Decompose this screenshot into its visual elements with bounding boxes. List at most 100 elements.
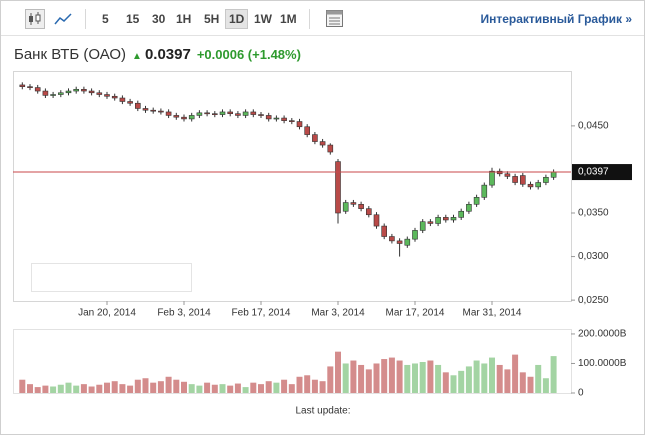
navigator — [31, 263, 192, 292]
volume-bar — [419, 362, 426, 393]
period-button[interactable]: 5 — [102, 12, 109, 26]
volume-bar — [288, 384, 295, 393]
line-icon[interactable] — [53, 9, 73, 29]
volume-bar — [327, 366, 334, 393]
y-tick-label: 0,0250 — [578, 295, 609, 306]
candle-body — [165, 111, 172, 116]
candle-body — [158, 110, 164, 113]
volume-bar — [442, 372, 449, 393]
period-button[interactable]: 1D — [225, 9, 249, 29]
volume-bar — [342, 363, 349, 393]
volume-bar — [435, 364, 442, 393]
last-price-label: 0,0397 — [578, 167, 609, 178]
volume-bar — [73, 385, 80, 393]
y-tick-label: 0,0300 — [578, 251, 609, 262]
volume-bar — [350, 360, 357, 393]
volume-tick-label: 0 — [578, 388, 584, 399]
up-arrow: ▲ — [132, 51, 142, 62]
candle-body — [42, 90, 49, 96]
volume-bar — [80, 384, 87, 393]
separator — [309, 9, 310, 29]
candle-body — [96, 92, 103, 95]
candle-body — [396, 240, 403, 244]
interactive-chart-link[interactable]: Интерактивный График » — [480, 12, 632, 26]
volume-bar — [181, 381, 187, 393]
volume-bar — [450, 375, 457, 393]
period-button[interactable]: 15 — [126, 12, 140, 26]
candle-body — [335, 161, 341, 214]
volume-bar — [196, 385, 203, 393]
candle-body — [142, 108, 149, 111]
volume-bar — [473, 360, 480, 393]
candle-body — [135, 102, 141, 109]
candle-body — [458, 210, 465, 218]
candle-icon[interactable] — [25, 9, 45, 29]
volume-bar — [119, 384, 126, 393]
x-tick-label: Mar 17, 2014 — [386, 308, 445, 319]
volume-bar — [104, 382, 110, 393]
candle-body — [111, 95, 118, 99]
last-price-box — [572, 164, 632, 181]
volume-bar — [165, 376, 172, 393]
candle-body — [550, 171, 557, 178]
volume-bar — [373, 363, 380, 393]
candle-body — [57, 92, 64, 95]
candle-body — [519, 175, 526, 185]
volume-bar — [42, 385, 49, 393]
period-button[interactable]: 30 — [152, 12, 166, 26]
candle-body — [527, 183, 534, 188]
candle-body — [427, 221, 434, 224]
volume-bar — [211, 384, 218, 393]
volume-bar — [458, 370, 465, 393]
price: 0.0397 — [144, 46, 191, 63]
volume-bar — [150, 382, 157, 393]
candle-body — [212, 113, 218, 115]
volume-bar — [527, 376, 534, 393]
period-button[interactable]: 1W — [254, 12, 272, 26]
volume-bar — [273, 382, 280, 393]
period-button[interactable]: 1H — [176, 12, 192, 26]
period-button[interactable]: 5H — [204, 12, 220, 26]
candle-body — [365, 208, 372, 216]
volume-bar — [88, 386, 95, 393]
candle-body — [450, 217, 457, 221]
volume-bar — [304, 375, 311, 393]
candle-body — [442, 217, 449, 221]
candle-body — [181, 116, 187, 120]
volume-bar — [427, 360, 434, 393]
candle-body — [173, 115, 180, 118]
volume-bar — [504, 369, 511, 393]
volume-bar — [96, 384, 103, 393]
volume-tick-label: 100.0000B — [578, 358, 627, 369]
volume-bar — [496, 364, 503, 393]
change: +0.0006 (+1.48%) — [196, 47, 301, 62]
candle-body — [327, 144, 334, 153]
table-icon[interactable] — [325, 9, 345, 29]
instrument-name: Банк ВТБ (ОАО) — [14, 46, 127, 63]
candle-body — [227, 111, 233, 114]
candle-body — [50, 94, 56, 96]
volume-bar — [157, 381, 164, 393]
candle-body — [404, 238, 411, 246]
candle-body — [512, 176, 518, 183]
volume-bar — [234, 383, 241, 393]
volume-bar — [365, 369, 372, 393]
x-tick-label: Feb 3, 2014 — [157, 308, 211, 319]
separator — [85, 9, 86, 29]
volume-bar — [512, 354, 519, 393]
period-button[interactable]: 1M — [280, 12, 297, 26]
candle-body — [265, 115, 272, 120]
candle-body — [242, 111, 249, 116]
volume-bar — [396, 360, 403, 393]
candle-body — [65, 90, 72, 94]
candle-body — [373, 214, 380, 227]
volume-bar — [204, 382, 211, 393]
candle-body — [127, 101, 133, 104]
candle-body — [319, 141, 326, 146]
volume-bar — [388, 357, 395, 393]
candle-body — [504, 173, 511, 177]
candle-body — [119, 97, 126, 102]
volume-bar — [481, 363, 488, 393]
volume-bar — [250, 382, 257, 393]
